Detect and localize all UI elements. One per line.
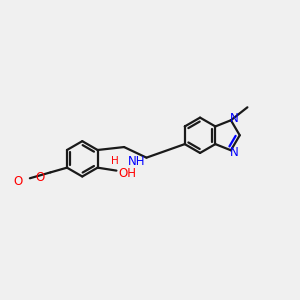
Text: NH: NH bbox=[128, 155, 145, 168]
Text: N: N bbox=[230, 112, 238, 125]
Text: O: O bbox=[14, 175, 23, 188]
Text: N: N bbox=[230, 146, 238, 159]
Text: O: O bbox=[35, 171, 44, 184]
Text: OH: OH bbox=[118, 167, 136, 180]
Text: H: H bbox=[111, 156, 119, 166]
